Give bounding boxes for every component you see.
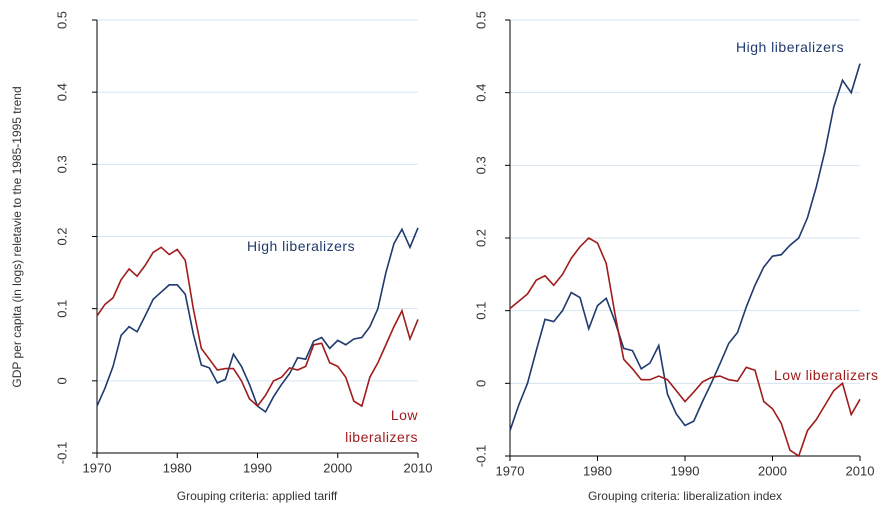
- y-tick-label: 0: [473, 380, 488, 387]
- series-line: [96, 246, 419, 408]
- series-label: High liberalizers: [247, 238, 356, 254]
- x-tick-label: 2010: [404, 460, 433, 475]
- y-tick-label: 0.1: [473, 302, 488, 320]
- y-tick-label: 0.3: [473, 156, 488, 174]
- series-label: Low liberalizers: [774, 367, 879, 383]
- y-tick-label: 0.5: [473, 11, 488, 29]
- x-tick-label: 1990: [671, 463, 700, 478]
- x-tick-label: 1980: [163, 460, 192, 475]
- series-label: High liberalizers: [736, 39, 845, 55]
- y-tick-label: 0: [54, 377, 69, 384]
- series-line: [509, 63, 861, 431]
- y-tick-label: 0.2: [473, 229, 488, 247]
- x-tick-label: 1980: [583, 463, 612, 478]
- y-tick-label: 0.3: [54, 155, 69, 173]
- x-axis-title: Grouping criteria: liberalization index: [588, 489, 782, 503]
- series-line: [509, 236, 861, 458]
- x-tick-label: 2000: [758, 463, 787, 478]
- y-tick-label: 0.1: [54, 300, 69, 318]
- y-tick-label: 0.4: [473, 84, 488, 102]
- y-tick-label: -0.1: [473, 445, 488, 467]
- y-tick-label: 0.2: [54, 227, 69, 245]
- x-tick-label: 2010: [846, 463, 875, 478]
- x-tick-label: 1970: [496, 463, 525, 478]
- y-tick-label: -0.1: [54, 442, 69, 464]
- x-tick-label: 2000: [323, 460, 352, 475]
- series-label: Low liberalizers: [345, 407, 418, 445]
- y-axis-title: GDP per capita (in logs) reletavie to th…: [10, 86, 24, 387]
- y-tick-label: 0.5: [54, 11, 69, 29]
- y-tick-label: 0.4: [54, 83, 69, 101]
- x-tick-label: 1990: [243, 460, 272, 475]
- x-axis-title: Grouping criteria: applied tariff: [177, 489, 338, 503]
- x-tick-label: 1970: [83, 460, 112, 475]
